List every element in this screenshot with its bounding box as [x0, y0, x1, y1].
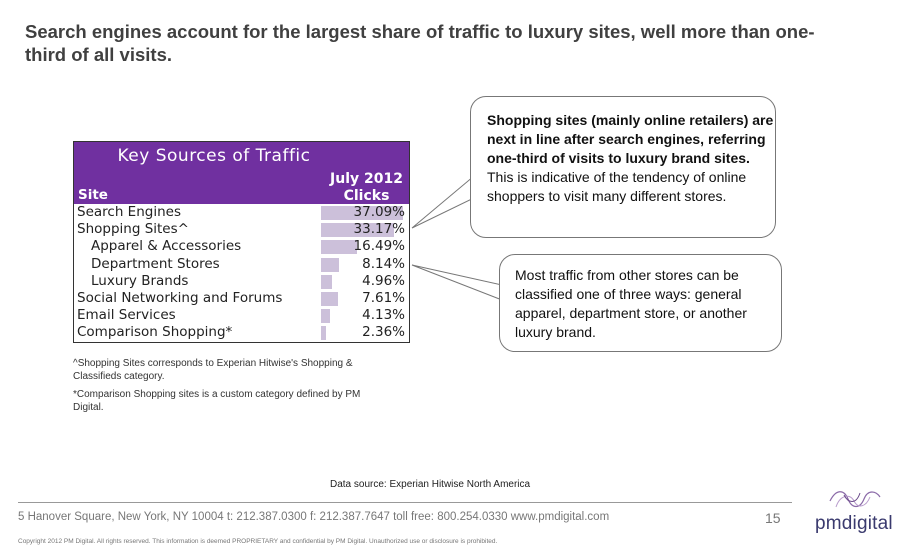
site-column-header: Site: [78, 187, 108, 203]
value-bar: [321, 223, 395, 238]
table-caption: Key Sources of Traffic: [117, 146, 311, 166]
value-bar: [321, 274, 332, 289]
row-label: Social Networking and Forums: [77, 289, 283, 306]
table-row: Department Stores 8.14%: [74, 256, 409, 273]
row-value: 4.96%: [362, 272, 405, 289]
callout-other-stores: Most traffic from other stores can be cl…: [499, 254, 782, 352]
row-value: 37.09%: [353, 204, 405, 220]
value-bar: [321, 257, 339, 272]
pmdigital-logo-icon: [829, 491, 881, 508]
row-label: Email Services: [77, 307, 176, 324]
table-body: Search Engines 37.09% Shopping Sites^ 33.17…: [74, 204, 409, 342]
data-source: Data source: Experian Hitwise North Amer…: [330, 479, 531, 490]
footer-copyright: Copyright 2012 PM Digital. All rights re…: [18, 538, 498, 545]
row-label: Comparison Shopping*: [77, 324, 233, 341]
table-row: Apparel & Accessories 16.49%: [74, 238, 409, 255]
value-bar: [321, 309, 331, 324]
callout-shopping-pointer: [411, 175, 479, 229]
pmdigital-logo: pmdigital: [815, 513, 893, 534]
traffic-sources-table: Key Sources of Traffic July 2012 Clicks …: [73, 141, 410, 343]
value-bar: [321, 291, 338, 306]
footnote-shopping: ^Shopping Sites corresponds to Experian …: [73, 358, 353, 382]
row-value: 7.61%: [362, 289, 405, 306]
metric-header: Clicks: [343, 188, 390, 204]
page-number: 15: [765, 510, 781, 526]
callout-shopping-bold: Shopping sites (mainly online retailers)…: [487, 112, 774, 166]
callout-stores-pointer: [411, 264, 503, 301]
value-bar: [321, 206, 403, 220]
table-row: Shopping Sites^ 33.17%: [74, 221, 409, 238]
table-header: Key Sources of Traffic July 2012 Clicks …: [74, 142, 409, 204]
footer-divider: [18, 502, 792, 503]
callout-shopping-sites: Shopping sites (mainly online retailers)…: [470, 96, 776, 238]
row-value: 8.14%: [362, 255, 405, 272]
row-value: 2.36%: [362, 324, 405, 341]
footer-address: 5 Hanover Square, New York, NY 10004 t: …: [18, 511, 610, 523]
callout-shopping-text: This is indicative of the tendency of on…: [487, 169, 747, 204]
row-label: Department Stores: [91, 255, 220, 272]
row-label: Search Engines: [77, 204, 181, 220]
table-row: Email Services 4.13%: [74, 307, 409, 324]
slide-title: Search engines account for the largest s…: [25, 21, 815, 65]
row-label: Apparel & Accessories: [91, 238, 242, 255]
table-row: Comparison Shopping* 2.36%: [74, 324, 409, 341]
row-label: Luxury Brands: [91, 272, 189, 289]
row-label: Shopping Sites^: [77, 221, 189, 238]
value-bar: [321, 326, 327, 341]
clicks-column-header: July 2012 Clicks: [330, 171, 403, 205]
footnote-comparison: *Comparison Shopping sites is a custom c…: [73, 389, 361, 413]
table-row: Search Engines 37.09%: [74, 204, 409, 221]
table-row: Social Networking and Forums 7.61%: [74, 290, 409, 307]
period-header: July 2012: [330, 171, 403, 187]
row-value: 16.49%: [353, 238, 405, 255]
value-bar: [321, 240, 358, 255]
row-value: 4.13%: [362, 307, 405, 324]
table-row: Luxury Brands 4.96%: [74, 273, 409, 290]
row-value: 33.17%: [353, 221, 405, 238]
